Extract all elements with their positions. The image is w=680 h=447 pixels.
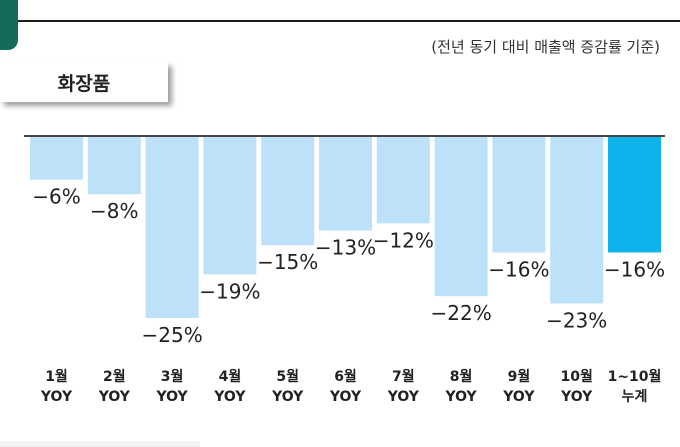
data-label-9: −16% [488, 257, 549, 281]
category-label-5: 5월 YOY [271, 368, 304, 405]
basis-note: (전년 동기 대비 매출액 증감률 기준) [431, 38, 660, 56]
data-label-1: −6% [32, 185, 81, 209]
category-label-6: 6월 YOY [329, 368, 362, 405]
category-label-11: 1~10월 누계 [608, 368, 662, 405]
data-label-4: −19% [199, 279, 260, 303]
category-label-8: 8월 YOY [445, 368, 478, 405]
header-rule [18, 20, 680, 22]
category-label-4: 4월 YOY [213, 368, 246, 405]
bar-6 [319, 136, 372, 231]
bar-5 [261, 136, 315, 246]
category-label: 화장품 [0, 62, 168, 102]
bar-10 [550, 136, 604, 304]
bar-9 [492, 136, 546, 253]
category-label-9: 9월 YOY [502, 368, 535, 405]
category-label-2: 2월 YOY [98, 368, 131, 405]
bar-3 [145, 136, 199, 318]
data-label-5: −15% [257, 250, 318, 274]
header-corner-tab [0, 0, 18, 50]
data-label-10: −23% [546, 308, 607, 332]
data-label-7: −12% [373, 228, 434, 252]
bar-7 [376, 136, 430, 224]
bar-4 [203, 136, 257, 275]
category-label-7: 7월 YOY [387, 368, 420, 405]
data-label-2: −8% [90, 199, 139, 223]
bottom-edge-strip [0, 441, 200, 447]
bar-8 [434, 136, 488, 297]
category-label-3: 3월 YOY [156, 368, 189, 405]
data-label-6: −13% [315, 236, 376, 260]
bar-1 [30, 136, 83, 180]
data-label-8: −22% [430, 301, 491, 325]
category-label-10: 10월 YOY [560, 368, 593, 405]
bar-2 [87, 136, 141, 195]
data-label-11: −16% [604, 257, 665, 281]
data-label-3: −25% [141, 323, 202, 347]
bar-11 [608, 136, 661, 253]
category-label-1: 1월 YOY [40, 368, 73, 405]
